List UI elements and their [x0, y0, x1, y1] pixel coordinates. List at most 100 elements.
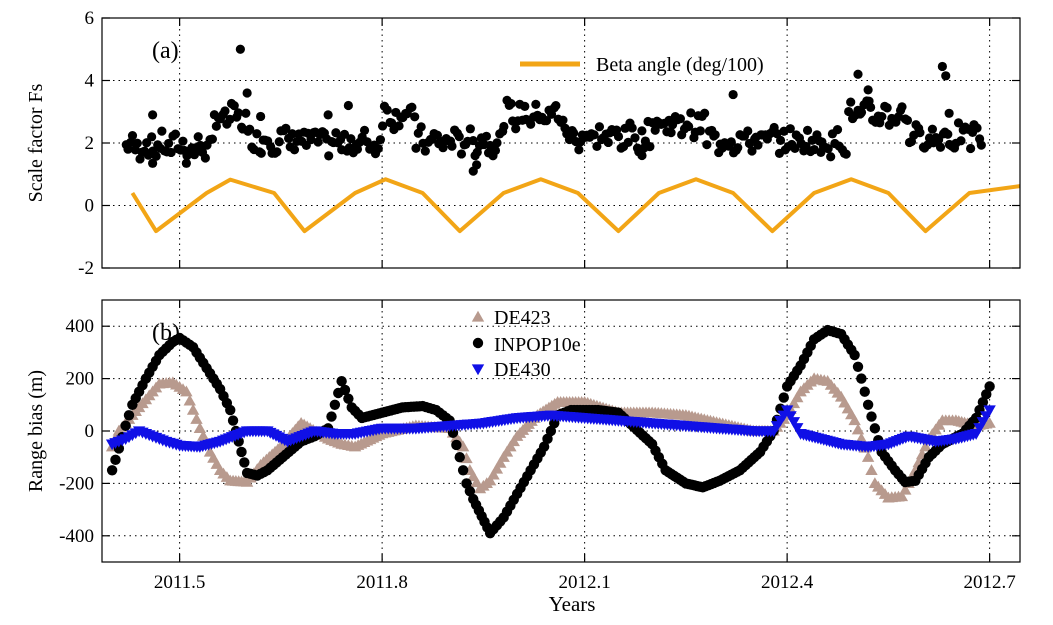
scale-factor-point	[953, 118, 964, 128]
scale-factor-point	[313, 137, 323, 147]
scale-factor-point	[753, 140, 763, 150]
scale-factor-point	[520, 101, 530, 111]
scale-factor-point	[695, 126, 706, 136]
scale-factor-point	[574, 145, 584, 155]
scale-factor-point	[897, 102, 907, 112]
scale-factor-point	[943, 129, 953, 139]
inpop10e-point	[461, 478, 472, 489]
scale-factor-point	[623, 137, 633, 148]
scale-factor-point	[281, 123, 291, 133]
scale-factor-point	[407, 102, 417, 112]
scale-factor-point	[148, 110, 158, 120]
scale-factor-point	[882, 103, 892, 113]
de430-point	[983, 405, 996, 417]
scale-factor-point	[702, 140, 712, 150]
scale-factor-point	[686, 108, 696, 118]
scale-factor-point	[863, 85, 873, 95]
inpop10e-point	[778, 392, 789, 403]
legend-inpop10e-marker	[472, 337, 484, 349]
scale-factor-point	[490, 145, 501, 156]
scale-factor-point	[927, 124, 938, 134]
inpop10e-point	[336, 376, 347, 387]
scale-factor-point	[937, 61, 947, 72]
scale-factor-point	[207, 134, 217, 144]
beta-angle-line	[130, 177, 1021, 234]
de423-point	[183, 394, 196, 406]
panel-a-y-tick-label: 0	[85, 196, 95, 217]
x-axis-title: Years	[549, 592, 596, 616]
inpop10e-point	[981, 389, 992, 400]
de423-point	[919, 440, 932, 452]
scale-factor-point	[274, 137, 284, 147]
scale-factor-point	[944, 108, 954, 118]
legend-beta-label: Beta angle (deg/100)	[596, 54, 764, 76]
inpop10e-point	[339, 384, 351, 396]
scale-factor-point	[853, 69, 863, 79]
inpop10e-point	[859, 386, 870, 397]
scale-factor-point	[637, 150, 647, 161]
scale-factor-point	[193, 132, 203, 142]
scale-factor-point	[684, 121, 694, 132]
panel-a-y-tick-label: 2	[85, 133, 95, 154]
de423-point	[848, 414, 861, 426]
de430-point	[787, 417, 801, 429]
panel-a: -2 0 2 4 6 (a) Beta angle (deg/100) Scale fa…	[25, 8, 1021, 279]
scale-factor-point	[826, 152, 836, 162]
inpop10e-point	[120, 420, 131, 431]
scale-factor-point	[733, 143, 743, 153]
range-bias-series	[105, 324, 996, 539]
scale-factor-point	[675, 114, 686, 124]
legend-inpop10e-label: INPOP10e	[494, 334, 581, 356]
panel-b-legend: DE423 INPOP10e DE430	[471, 307, 581, 381]
scale-factor-point	[229, 101, 239, 111]
inpop10e-point	[545, 425, 557, 437]
scale-factor-point	[506, 98, 516, 109]
scale-factor-point	[272, 147, 282, 157]
scale-factor-point	[447, 141, 457, 151]
inpop10e-point	[227, 415, 239, 426]
scale-factor-point	[846, 97, 856, 107]
scale-factor-point	[832, 125, 843, 135]
scale-factor-point	[710, 130, 720, 140]
scale-factor-point	[594, 122, 605, 132]
scale-factor-point	[915, 128, 925, 138]
inpop10e-point	[110, 454, 121, 466]
scale-factor-point	[456, 149, 467, 159]
scale-factor-point	[603, 137, 613, 148]
scale-factor-point	[558, 115, 568, 125]
scale-factor-point	[377, 121, 388, 131]
scale-factor-point	[785, 124, 795, 134]
scale-factor-point	[637, 126, 647, 136]
scale-factor-point	[816, 147, 826, 157]
panel-a-y-ticks: -2 0 2 4 6	[78, 8, 1020, 279]
scale-factor-point	[416, 122, 426, 132]
scale-factor-point	[346, 134, 356, 144]
scale-factor-point	[256, 111, 266, 122]
inpop10e-point	[852, 361, 864, 373]
inpop10e-point	[343, 393, 354, 404]
de423-point	[791, 391, 804, 403]
de423-point	[861, 451, 875, 462]
scale-factor-point	[775, 135, 786, 145]
panel-b-legend-markers	[471, 310, 485, 376]
x-tick-label: 2011.8	[356, 572, 408, 593]
inpop10e-point	[457, 465, 469, 476]
panel-b-y-tick-label: 200	[66, 369, 95, 390]
panel-a-label: (a)	[152, 38, 179, 64]
inpop10e-point	[866, 411, 877, 422]
panel-a-y-tick-label: -2	[78, 258, 94, 279]
x-tick-label: 2012.7	[964, 572, 1016, 593]
scale-factor-point	[841, 149, 851, 159]
scale-factor-point	[256, 148, 266, 158]
inpop10e-point	[856, 373, 867, 384]
inpop10e-point	[454, 452, 465, 463]
scale-factor-point	[743, 126, 753, 136]
scale-factor-point	[747, 146, 757, 156]
inpop10e-point	[451, 439, 462, 451]
scale-factor-point	[666, 128, 676, 138]
beta-angle-series	[130, 177, 1021, 234]
scale-factor-point	[728, 89, 738, 100]
de423-point	[899, 483, 912, 495]
scale-factor-point	[411, 143, 421, 153]
